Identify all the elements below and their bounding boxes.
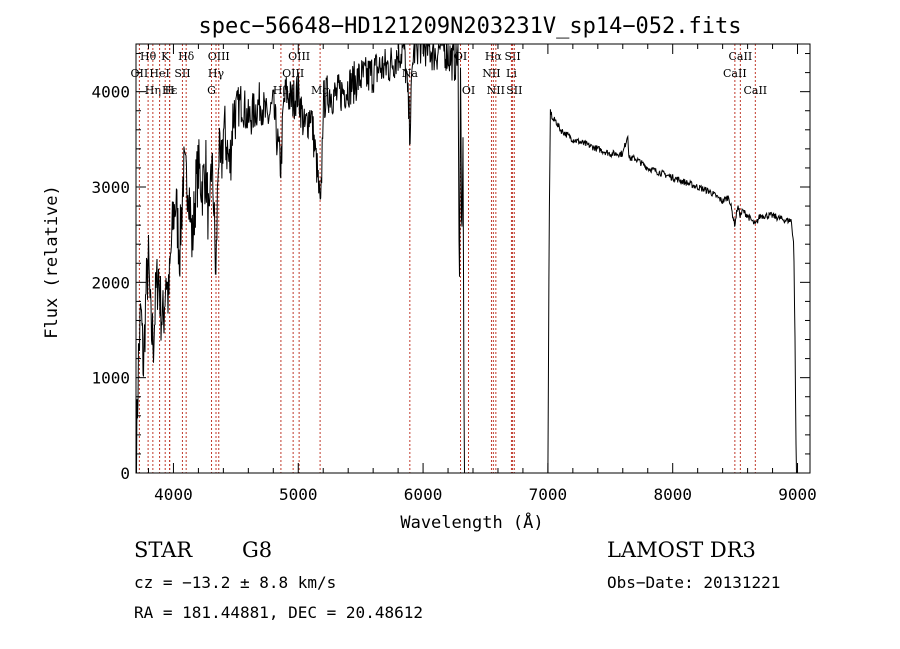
line-label: Hγ xyxy=(208,67,225,80)
line-label: Li xyxy=(506,67,517,80)
line-label: CaII xyxy=(743,84,767,97)
line-label: Na xyxy=(402,67,419,80)
y-tick-label: 2000 xyxy=(91,273,130,292)
line-label: CaII xyxy=(723,67,747,80)
x-tick-label: 8000 xyxy=(653,485,692,504)
line-label: G xyxy=(207,84,216,97)
line-label: CaII xyxy=(729,50,753,63)
x-tick-label: 6000 xyxy=(404,485,443,504)
line-label: Hη xyxy=(145,84,161,97)
x-tick-label: 9000 xyxy=(778,485,817,504)
line-label: Hθ xyxy=(140,50,157,63)
spectrum-line xyxy=(136,43,798,474)
object-subclass: G8 xyxy=(242,538,273,562)
redshift-velocity: cz = −13.2 ± 8.8 km/s xyxy=(134,573,337,592)
y-axis-label: Flux (relative) xyxy=(42,185,62,339)
x-tick-label: 7000 xyxy=(529,485,568,504)
line-label: NII xyxy=(482,67,500,80)
object-class: STAR xyxy=(134,538,193,562)
x-axis-label: Wavelength (Å) xyxy=(400,511,543,533)
line-label: H xyxy=(165,84,175,97)
line-label: OI xyxy=(462,84,475,97)
line-label: SII xyxy=(174,67,190,80)
line-label: SII xyxy=(504,50,520,63)
survey-name: LAMOST DR3 xyxy=(607,538,756,562)
x-tick-label: 5000 xyxy=(279,485,318,504)
series-layer xyxy=(136,43,798,474)
line-label: K xyxy=(161,50,170,63)
x-tick-label: 4000 xyxy=(154,485,193,504)
line-label: SII xyxy=(506,84,522,97)
line-label: OIII xyxy=(288,50,310,63)
y-tick-label: 0 xyxy=(120,464,130,483)
y-axis: 0 1000 2000 3000 4000 xyxy=(91,53,810,483)
y-tick-label: 4000 xyxy=(91,83,130,102)
observation-date: Obs−Date: 20131221 xyxy=(607,573,781,592)
x-axis: 4000 5000 6000 7000 8000 9000 xyxy=(147,44,817,504)
chart-title: spec−56648−HD121209N203231V_sp14−052.fit… xyxy=(198,14,741,39)
plot-frame xyxy=(135,43,811,474)
line-label: OII xyxy=(131,67,149,80)
y-tick-label: 3000 xyxy=(91,178,130,197)
line-label: NII xyxy=(487,84,505,97)
line-label: Hα xyxy=(485,50,503,63)
line-label: OIII xyxy=(282,67,304,80)
coordinates: RA = 181.44881, DEC = 20.48612 xyxy=(134,603,423,622)
line-label: Hε xyxy=(162,84,178,97)
line-label: HeI xyxy=(149,67,169,80)
line-label: OIII xyxy=(208,50,230,63)
line-label: Hδ xyxy=(178,50,195,63)
y-tick-label: 1000 xyxy=(91,369,130,388)
